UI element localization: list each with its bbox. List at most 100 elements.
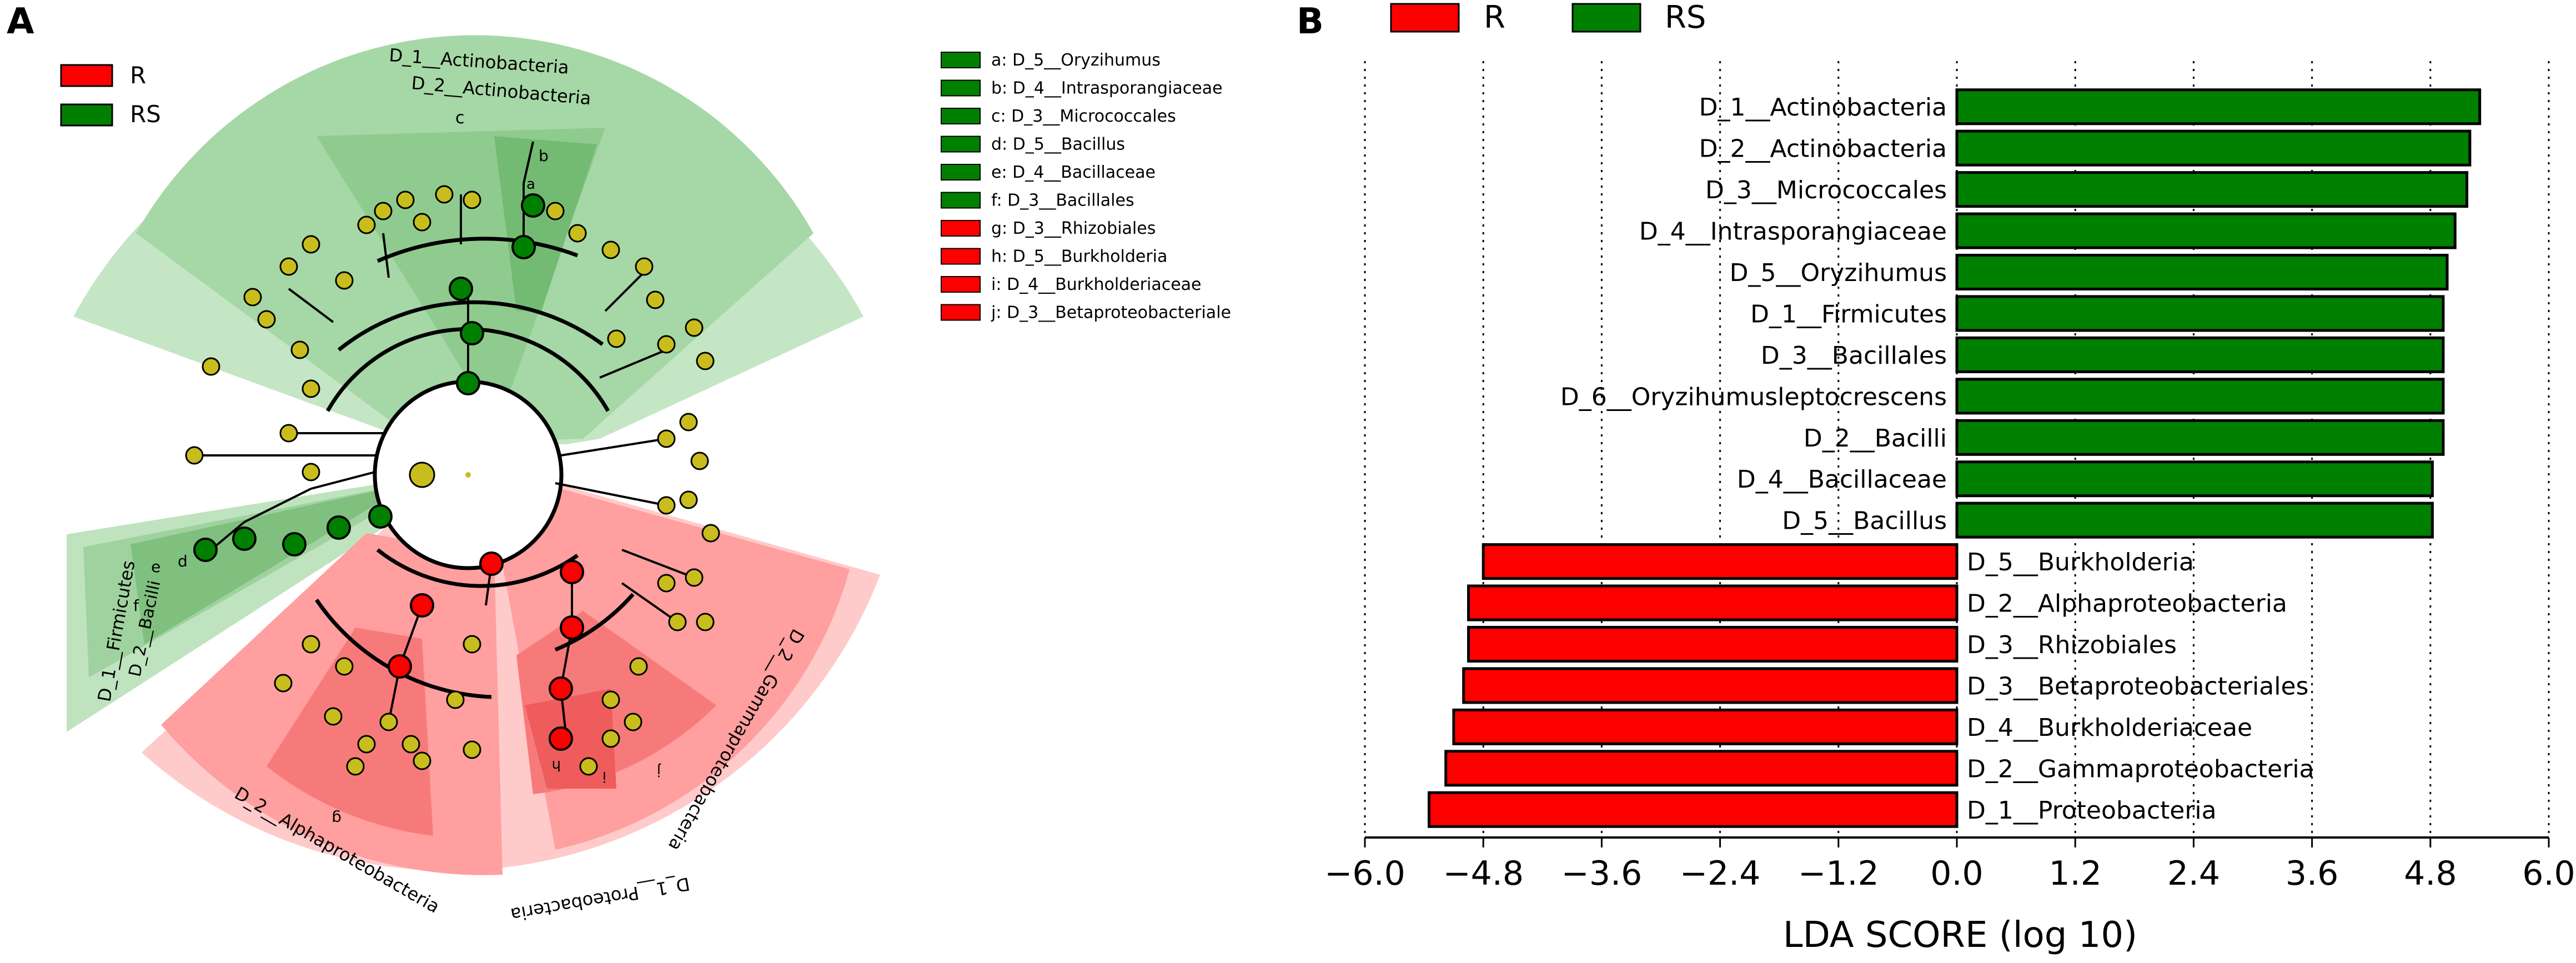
key-label: c: D_3__Micrococcales	[991, 107, 1176, 126]
clade-label-a: a	[526, 176, 535, 193]
bar-label: D_2__Alphaproteobacteria	[1967, 590, 2287, 618]
key-label: b: D_4__Intrasporangiaceae	[991, 79, 1223, 98]
clade-label-b: b	[539, 147, 549, 165]
bar-d-5-oryzihumus	[1955, 253, 2449, 291]
cladogram-panel: A R RS D_1__Actinobacteria D_2__Actinoba…	[7, 1, 1231, 925]
bar-label: D_1__Firmicutes	[1750, 300, 1947, 328]
lda-bar-labels: D_1__Actinobacteria D_2__Actinobacteria D_…	[1560, 93, 2314, 825]
bar-label: D_4__Intrasporangiaceae	[1639, 218, 1947, 246]
x-tick-label: 3.6	[2286, 854, 2338, 893]
lda-bars	[1427, 88, 2482, 828]
rhizobiales-sector	[267, 628, 433, 836]
bar-d-4-intrasporangiaceae	[1955, 212, 2457, 249]
legend-rs-label: RS	[130, 101, 161, 128]
bar-d-1-actinobacteria	[1955, 88, 2482, 126]
key-label: i: D_4__Burkholderiaceae	[991, 275, 1202, 294]
panel-b-label: B	[1297, 1, 1324, 42]
bar-d-2-bacilli	[1955, 419, 2445, 456]
clade-label-g: g	[332, 810, 342, 828]
clade-label-i: i	[602, 768, 606, 785]
x-tick-label: 6.0	[2522, 854, 2575, 893]
x-tick-label: −3.6	[1561, 854, 1643, 893]
clade-label-f: f	[133, 596, 139, 615]
actinobacteria-class-arc	[337, 300, 604, 352]
x-tick-label: −2.4	[1680, 854, 1761, 893]
clade-label-c: c	[455, 108, 465, 128]
biomarker-key-list: a: D_5__Oryzihumus b: D_4__Intrasporangia…	[941, 51, 1231, 323]
bar-label: D_6__Oryzihumusleptocrescens	[1560, 383, 1947, 411]
key-swatch	[941, 108, 981, 124]
micrococcales-arc	[376, 237, 579, 263]
bar-d-3-rhizobiales	[1467, 625, 1959, 663]
key-swatch	[941, 304, 981, 321]
bar-d-4-bacillaceae	[1955, 460, 2434, 498]
clade-label-h: h	[552, 757, 561, 774]
key-swatch	[941, 248, 981, 265]
x-axis-ticks: −6.0 −4.8 −3.6 −2.4 −1.2 0.0 1.2 2.4 3.6 4.8 6.0	[1324, 837, 2575, 893]
key-swatch	[941, 276, 981, 293]
rs-biomarker-nodes	[193, 193, 545, 562]
bar-d-5-burkholderia	[1482, 543, 1959, 580]
bar-d-3-betaproteobacteriales	[1462, 667, 1959, 704]
bar-d-3-bacillales	[1955, 336, 2445, 373]
bar-d-1-firmicutes	[1955, 295, 2445, 332]
x-tick-label: 1.2	[2048, 854, 2101, 893]
legend-rs-label-b: RS	[1665, 0, 1706, 36]
key-label: e: D_4__Bacillaceae	[991, 163, 1156, 182]
r-biomarker-nodes	[388, 551, 584, 751]
bar-label: D_3__Bacillales	[1761, 342, 1947, 370]
key-label: g: D_3__Rhizobiales	[991, 219, 1156, 238]
bar-label: D_5__Oryzihumus	[1730, 259, 1947, 287]
key-swatch	[941, 79, 981, 97]
legend-r-label-b: R	[1484, 0, 1505, 36]
proteobacteria-arc	[376, 548, 579, 588]
x-tick-label: −1.2	[1798, 854, 1879, 893]
bar-d-2-actinobacteria	[1955, 129, 2472, 167]
legend-rs-swatch-b	[1571, 3, 1641, 33]
bar-label: D_3__Micrococcales	[1705, 176, 1947, 204]
legend-r-swatch-b	[1390, 3, 1460, 33]
legend-r-swatch	[60, 64, 113, 87]
vertical-gridlines	[1364, 61, 2550, 837]
clade-label-proteobacteria: D_1__Proteobacteria	[509, 873, 692, 925]
key-label: a: D_5__Oryzihumus	[991, 51, 1161, 70]
large-node	[409, 462, 435, 488]
gammaproteobacteria-arc	[554, 593, 635, 652]
key-label: f: D_3__Bacillales	[991, 191, 1134, 210]
lda-chart-panel: B R RS D_1__Actinobacteria D_2__Actinobac…	[1297, 0, 2575, 956]
bar-label: D_2__Actinobacteria	[1699, 135, 1947, 163]
bar-label: D_5__Bacillus	[1782, 507, 1947, 535]
bar-d-1-proteobacteria	[1427, 791, 1959, 828]
key-swatch	[941, 220, 981, 237]
non-significant-nodes	[185, 185, 720, 776]
root-node	[465, 472, 471, 478]
bar-label: D_1__Proteobacteria	[1967, 796, 2217, 825]
key-label: h: D_5__Burkholderia	[991, 247, 1167, 267]
key-label: j: D_3__Betaproteobacteriale	[991, 303, 1231, 323]
bar-d-2-gammaproteobacteria	[1444, 750, 1959, 787]
panel-a-label: A	[7, 1, 34, 42]
bar-d-6-oryzihumusleptocrescens	[1955, 378, 2445, 415]
key-swatch	[941, 52, 981, 68]
clade-label-e: e	[151, 558, 160, 576]
x-tick-label: 0.0	[1930, 854, 1983, 893]
x-axis-title: LDA SCORE (log 10)	[1783, 915, 2137, 956]
key-label: d: D_5__Bacillus	[991, 135, 1125, 154]
key-swatch	[941, 192, 981, 209]
bar-label: D_5__Burkholderia	[1967, 548, 2194, 576]
bar-d-4-burkholderiaceae	[1452, 708, 1959, 745]
clade-label-d: d	[178, 552, 188, 570]
intrasporangiaceae-sector	[494, 136, 597, 311]
x-tick-label: 4.8	[2404, 854, 2457, 893]
legend-rs-swatch	[60, 103, 113, 127]
bar-d-5-bacillus	[1955, 501, 2434, 539]
clade-label-j: j	[657, 763, 661, 779]
bar-label: D_4__Burkholderiaceae	[1967, 714, 2252, 742]
x-tick-label: −4.8	[1443, 854, 1524, 893]
legend-r-label: R	[130, 62, 146, 89]
bar-d-2-alphaproteobacteria	[1467, 584, 1959, 621]
key-swatch	[941, 136, 981, 153]
bar-label: D_4__Bacillaceae	[1737, 465, 1947, 494]
bar-label: D_2__Gammaproteobacteria	[1967, 755, 2314, 783]
